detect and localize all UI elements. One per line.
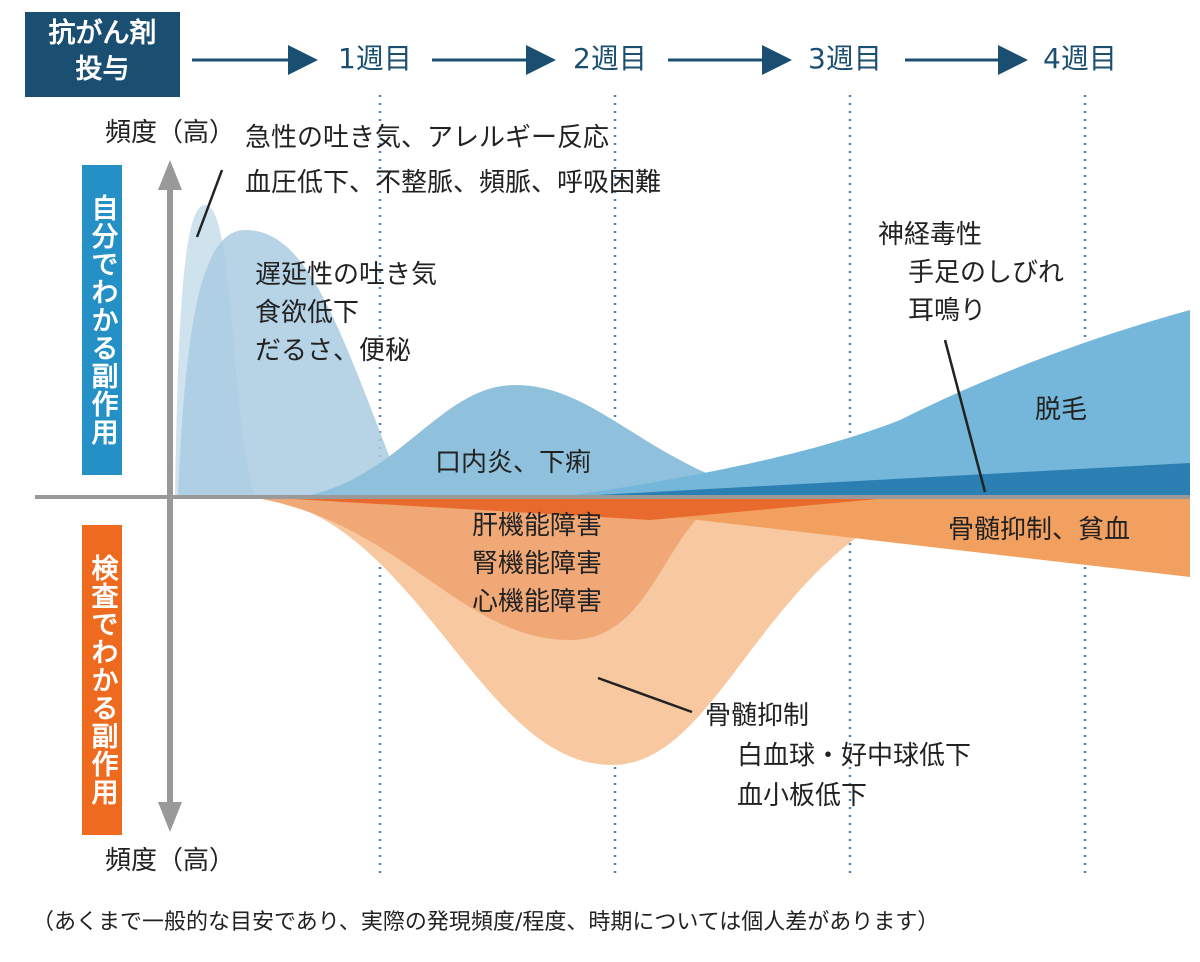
upper-label: 自分でわかる副作用 — [86, 194, 118, 446]
delayed-area — [178, 230, 405, 497]
axis-arrow-down — [158, 802, 182, 832]
annotation: 血圧低下、不整脈、頻脈、呼吸困難 — [245, 168, 662, 198]
week-label: 1週目 — [338, 42, 412, 75]
organ-area — [250, 497, 720, 640]
annotation: 耳鳴り — [908, 296, 987, 326]
axis-arrow-up — [158, 160, 182, 190]
stomatitis-area — [300, 385, 780, 497]
week-label: 2週目 — [573, 42, 647, 75]
axis-label: 頻度（高） — [105, 846, 236, 876]
organ-band — [260, 497, 900, 520]
start-label: 抗がん剤 — [48, 18, 157, 49]
annotation: 神経毒性 — [878, 220, 983, 250]
annotation: 急性の吐き気、アレルギー反応 — [245, 123, 610, 153]
lower-label-box — [82, 525, 122, 835]
annotation: 血小板低下 — [737, 781, 868, 811]
annotation: 骨髄抑制 — [705, 701, 810, 731]
annotation: 脱毛 — [1035, 395, 1088, 425]
leader-lines — [195, 169, 987, 714]
start-label: 投与 — [75, 54, 130, 85]
neuro-area — [560, 463, 1190, 497]
week-label: 3週目 — [808, 42, 882, 75]
start-box — [25, 12, 180, 97]
hair-area — [560, 310, 1190, 497]
upper-label-box — [82, 165, 122, 475]
annotation: 白血球・好中球低下 — [737, 741, 972, 771]
axis-label: 頻度（高） — [105, 118, 236, 148]
footnote: （あくまで一般的な目安であり、実際の発現頻度/程度、時期については個人差がありま… — [32, 910, 940, 935]
annotation: 骨髄抑制、貧血 — [948, 515, 1131, 545]
annotation: 腎機能障害 — [472, 549, 603, 579]
lower-label: 検査でわかる副作用 — [86, 554, 118, 806]
annotation: 口内炎、下痢 — [435, 448, 592, 478]
week-label: 4週目 — [1043, 42, 1117, 75]
annotation: 遅延性の吐き気 — [255, 260, 438, 290]
annotation: だるさ、便秘 — [255, 336, 412, 366]
annotation: 心機能障害 — [472, 587, 603, 617]
annotation: 肝機能障害 — [472, 511, 603, 541]
annotation: 手足のしびれ — [908, 258, 1065, 288]
annotation: 食欲低下 — [255, 298, 360, 328]
